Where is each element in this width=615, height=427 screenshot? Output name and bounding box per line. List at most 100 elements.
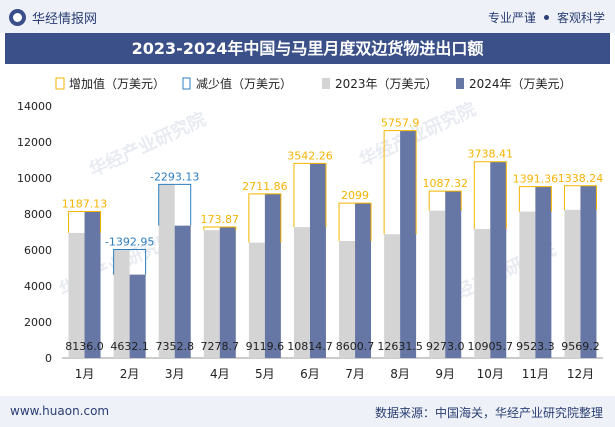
bar-2024 bbox=[219, 226, 236, 358]
bar-2023 bbox=[158, 184, 175, 358]
increase-bracket bbox=[203, 226, 237, 231]
decrease-bracket bbox=[158, 183, 192, 226]
dot-separator-icon bbox=[543, 15, 549, 20]
bar-2023 bbox=[339, 240, 356, 358]
value-label-2024: 10905.7 bbox=[468, 340, 514, 353]
tagline: 专业严谨 客观科学 bbox=[488, 9, 605, 26]
x-tick-label: 7月 bbox=[345, 367, 365, 381]
value-label-2024: 9523.3 bbox=[516, 340, 555, 353]
bar-2023 bbox=[429, 210, 446, 358]
tagline-left: 专业严谨 bbox=[487, 11, 536, 25]
legend-label: 增加值（万美元） bbox=[69, 76, 165, 91]
bar-chart: 华经产业研究院华经产业研究院华经产业研究院华经产业研究院020004000600… bbox=[17, 76, 604, 381]
y-tick-label: 10000 bbox=[17, 172, 52, 185]
x-tick-label: 12月 bbox=[567, 367, 594, 381]
x-tick-label: 2月 bbox=[120, 367, 140, 381]
bar-2023 bbox=[203, 230, 220, 358]
change-label: 2711.86 bbox=[242, 180, 288, 193]
bar-2024 bbox=[84, 211, 101, 358]
increase-bracket bbox=[383, 130, 417, 235]
watermark-text: 华经产业研究院 bbox=[356, 98, 479, 171]
bar-2023 bbox=[113, 249, 130, 358]
x-tick-label: 1月 bbox=[75, 367, 95, 381]
bar-2024 bbox=[445, 191, 462, 358]
tagline-right: 客观科学 bbox=[556, 11, 605, 25]
x-tick-label: 5月 bbox=[255, 367, 275, 381]
increase-bracket bbox=[248, 193, 282, 243]
value-label-2024: 9119.6 bbox=[246, 340, 285, 353]
change-label: 1338.24 bbox=[558, 172, 604, 185]
y-tick-label: 12000 bbox=[17, 136, 52, 149]
bar-2023 bbox=[293, 227, 310, 358]
increase-bracket bbox=[563, 185, 597, 210]
legend-swatch bbox=[456, 78, 464, 89]
change-label: 1087.32 bbox=[422, 177, 468, 190]
bar-2023 bbox=[474, 228, 491, 358]
change-label: 1391.36 bbox=[513, 173, 559, 186]
increase-bracket bbox=[68, 211, 102, 233]
x-tick-label: 10月 bbox=[477, 367, 504, 381]
value-label-2024: 9569.2 bbox=[561, 340, 600, 353]
y-tick-label: 14000 bbox=[17, 100, 52, 113]
value-label-2024: 8600.7 bbox=[336, 340, 375, 353]
x-tick-label: 3月 bbox=[165, 367, 185, 381]
change-label: 173.87 bbox=[201, 213, 240, 226]
logo-icon bbox=[9, 8, 26, 26]
change-label: 3542.26 bbox=[287, 149, 333, 162]
value-label-2024: 12631.5 bbox=[377, 340, 423, 353]
x-tick-label: 11月 bbox=[522, 367, 549, 381]
bar-2024 bbox=[490, 161, 507, 358]
top-bar: 华经情报网 专业严谨 客观科学 bbox=[0, 0, 615, 33]
change-label: 3738.41 bbox=[468, 148, 514, 161]
change-label: -1392.95 bbox=[105, 236, 154, 249]
y-tick-label: 4000 bbox=[24, 280, 52, 293]
y-tick-label: 6000 bbox=[24, 244, 52, 257]
change-label: -2293.13 bbox=[150, 170, 199, 183]
increase-bracket bbox=[293, 162, 327, 228]
bar-2024 bbox=[309, 163, 326, 358]
increase-bracket bbox=[338, 202, 372, 241]
value-label-2024: 10814.7 bbox=[287, 340, 333, 353]
change-label: 1187.13 bbox=[62, 198, 108, 211]
increase-bracket bbox=[518, 186, 552, 212]
value-label-2024: 4632.1 bbox=[110, 340, 149, 353]
data-source: 数据来源：中国海关，华经产业研究院整理 bbox=[374, 406, 603, 420]
x-tick-label: 4月 bbox=[210, 367, 230, 381]
bar-2023 bbox=[519, 211, 536, 358]
y-tick-label: 8000 bbox=[24, 208, 52, 221]
value-label-2024: 7278.7 bbox=[201, 340, 240, 353]
bar-2024 bbox=[535, 186, 552, 358]
bar-2023 bbox=[68, 232, 85, 358]
bar-2024 bbox=[580, 185, 597, 358]
legend-swatch bbox=[322, 78, 330, 89]
x-tick-label: 6月 bbox=[300, 367, 320, 381]
bar-2023 bbox=[248, 242, 265, 358]
value-label-2024: 7352.8 bbox=[155, 340, 194, 353]
increase-bracket bbox=[473, 161, 507, 229]
change-label: 2099 bbox=[341, 189, 369, 202]
x-tick-label: 8月 bbox=[390, 367, 410, 381]
website-link[interactable]: www.huaon.com bbox=[10, 404, 110, 418]
brand[interactable]: 华经情报网 bbox=[9, 7, 97, 27]
legend-label: 2024年（万美元） bbox=[469, 77, 572, 91]
bar-2023 bbox=[384, 234, 401, 358]
bar-2024 bbox=[129, 274, 146, 358]
bottom-bar: www.huaon.com 数据来源：中国海关，华经产业研究院整理 bbox=[0, 396, 615, 427]
legend-label: 减少值（万美元） bbox=[196, 76, 292, 91]
value-label-2024: 8136.0 bbox=[65, 340, 104, 353]
x-tick-label: 9月 bbox=[435, 367, 455, 381]
decrease-bracket bbox=[113, 249, 147, 275]
bar-2023 bbox=[564, 209, 581, 358]
legend-swatch bbox=[182, 77, 191, 90]
y-tick-label: 2000 bbox=[24, 316, 52, 329]
legend-label: 2023年（万美元） bbox=[335, 77, 438, 91]
chart-title: 2023-2024年中国与马里月度双边货物进出口额 bbox=[5, 33, 610, 64]
bar-2024 bbox=[264, 193, 281, 358]
legend-swatch bbox=[55, 77, 65, 90]
bar-2024 bbox=[174, 225, 191, 358]
y-tick-label: 0 bbox=[45, 352, 52, 365]
brand-name: 华经情报网 bbox=[32, 11, 98, 27]
change-label: 5757.9 bbox=[381, 117, 420, 130]
bar-2024 bbox=[355, 203, 372, 358]
value-label-2024: 9273.0 bbox=[426, 340, 465, 353]
